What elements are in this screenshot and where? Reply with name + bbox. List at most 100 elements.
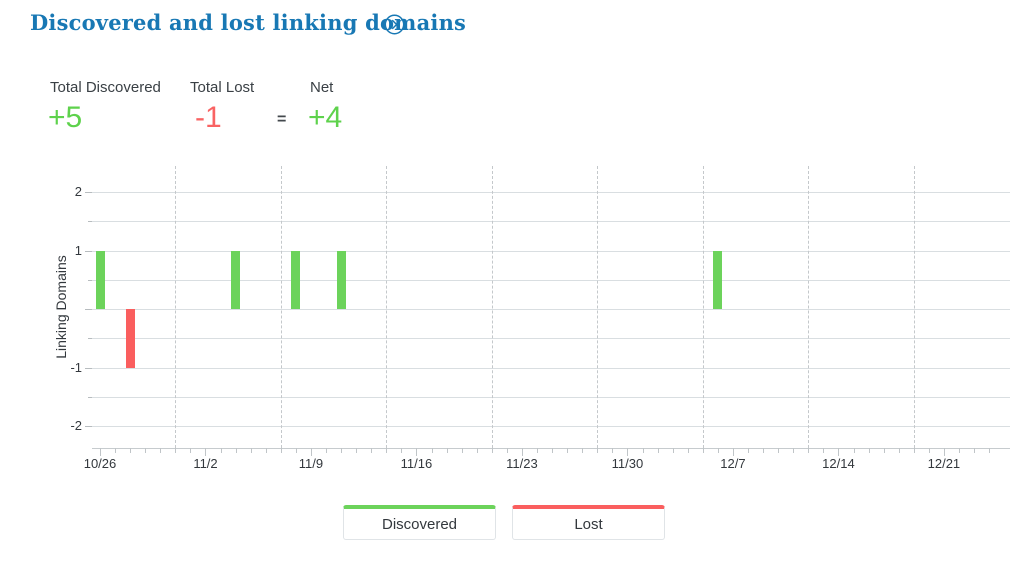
x-tick — [913, 448, 915, 453]
x-tick — [431, 448, 433, 453]
x-tick — [868, 448, 870, 453]
bar-lost-10-28[interactable] — [125, 309, 135, 368]
bar-discovered-12-6[interactable] — [713, 250, 723, 309]
page-title[interactable]: Discovered and lost linking domains — [30, 10, 467, 35]
x-tick-label: 11/23 — [506, 456, 538, 471]
x-tick — [763, 448, 765, 453]
circled-chevron-right-icon[interactable] — [384, 14, 405, 35]
x-tick — [371, 448, 373, 453]
y-tick — [88, 279, 92, 281]
legend-discovered-label: Discovered — [381, 515, 458, 533]
dashed-vertical-gridline — [597, 166, 599, 448]
y-tick — [85, 426, 92, 427]
x-tick — [748, 448, 749, 453]
x-tick — [160, 448, 162, 453]
y-tick — [85, 250, 92, 252]
x-tick-label: 12/7 — [720, 456, 746, 471]
x-tick — [145, 448, 147, 453]
x-tick — [838, 448, 840, 456]
y-gridline — [92, 221, 1010, 223]
x-tick — [341, 448, 343, 453]
dashed-vertical-gridline — [808, 166, 810, 448]
y-gridline — [92, 309, 1010, 310]
x-tick — [552, 448, 554, 453]
x-tick — [717, 448, 719, 453]
dashed-vertical-gridline — [386, 166, 388, 448]
x-tick — [100, 448, 101, 456]
y-tick — [88, 338, 92, 340]
dashed-vertical-gridline — [913, 166, 915, 448]
x-tick — [989, 448, 991, 453]
y-tick — [85, 367, 92, 369]
y-gridline — [92, 338, 1010, 340]
x-tick — [627, 448, 629, 456]
x-tick — [567, 448, 569, 453]
legend-discovered-button[interactable]: Discovered — [343, 505, 496, 540]
x-tick — [974, 448, 976, 453]
x-tick — [823, 448, 825, 453]
bar-discovered-10-26[interactable] — [95, 250, 105, 309]
x-tick — [582, 448, 584, 453]
dashed-vertical-gridline — [280, 166, 282, 448]
x-tick — [883, 448, 885, 453]
total-lost-value: -1 — [195, 101, 222, 134]
x-tick — [702, 448, 704, 453]
y-gridline — [92, 250, 1010, 252]
y-tick-label: -1 — [70, 359, 82, 375]
x-tick — [265, 448, 267, 453]
x-tick — [778, 448, 780, 453]
x-tick — [130, 448, 132, 453]
x-tick-label: 11/2 — [193, 456, 218, 471]
x-tick — [943, 448, 945, 456]
total-discovered-value: +5 — [48, 101, 83, 134]
x-tick — [235, 448, 237, 453]
x-tick — [401, 448, 403, 453]
x-tick — [808, 448, 810, 453]
total-lost-label: Total Lost — [190, 79, 255, 96]
net-value: +4 — [308, 101, 343, 134]
y-tick-label: -2 — [70, 418, 82, 433]
x-tick — [898, 448, 900, 453]
bar-discovered-11-8[interactable] — [291, 250, 301, 309]
x-tick — [310, 448, 312, 456]
x-tick — [597, 448, 599, 453]
y-gridline — [92, 192, 1010, 193]
x-axis-line — [92, 448, 1010, 449]
x-tick — [250, 448, 252, 453]
legend-lost-label: Lost — [574, 515, 603, 533]
bar-discovered-11-4[interactable] — [231, 250, 241, 309]
x-tick — [853, 448, 855, 453]
y-gridline — [92, 367, 1010, 369]
x-tick — [386, 448, 388, 453]
x-tick — [958, 448, 960, 453]
total-discovered-label: Total Discovered — [50, 79, 161, 96]
x-tick-label: 11/9 — [298, 456, 324, 471]
net-label: Net — [310, 79, 334, 96]
y-gridline — [92, 426, 1010, 427]
x-tick — [115, 448, 117, 453]
x-tick — [506, 448, 508, 453]
x-tick — [280, 448, 282, 453]
x-tick — [356, 448, 358, 453]
x-tick — [205, 448, 207, 456]
x-tick — [190, 448, 192, 453]
x-tick — [295, 448, 297, 453]
plot-area: 2 1 -1 -2 10/26 11/2 11/9 11/16 11/23 11/30 12/7 12… — [70, 166, 1010, 471]
bar-discovered-11-11[interactable] — [336, 250, 346, 309]
x-tick — [175, 448, 177, 453]
dashed-vertical-gridline — [175, 166, 177, 448]
legend-lost-button[interactable]: Lost — [512, 505, 665, 540]
y-axis-title: Linking Domains — [53, 255, 69, 359]
y-tick — [85, 192, 92, 193]
dashed-vertical-gridline — [491, 166, 493, 448]
y-tick — [88, 221, 92, 223]
y-tick-label: 2 — [74, 184, 82, 199]
x-tick — [687, 448, 689, 453]
x-tick — [612, 448, 614, 453]
x-tick-label: 10/26 — [83, 456, 117, 471]
y-gridline — [92, 279, 1010, 281]
y-tick — [85, 309, 92, 310]
x-tick — [657, 448, 659, 453]
x-tick — [521, 448, 523, 456]
